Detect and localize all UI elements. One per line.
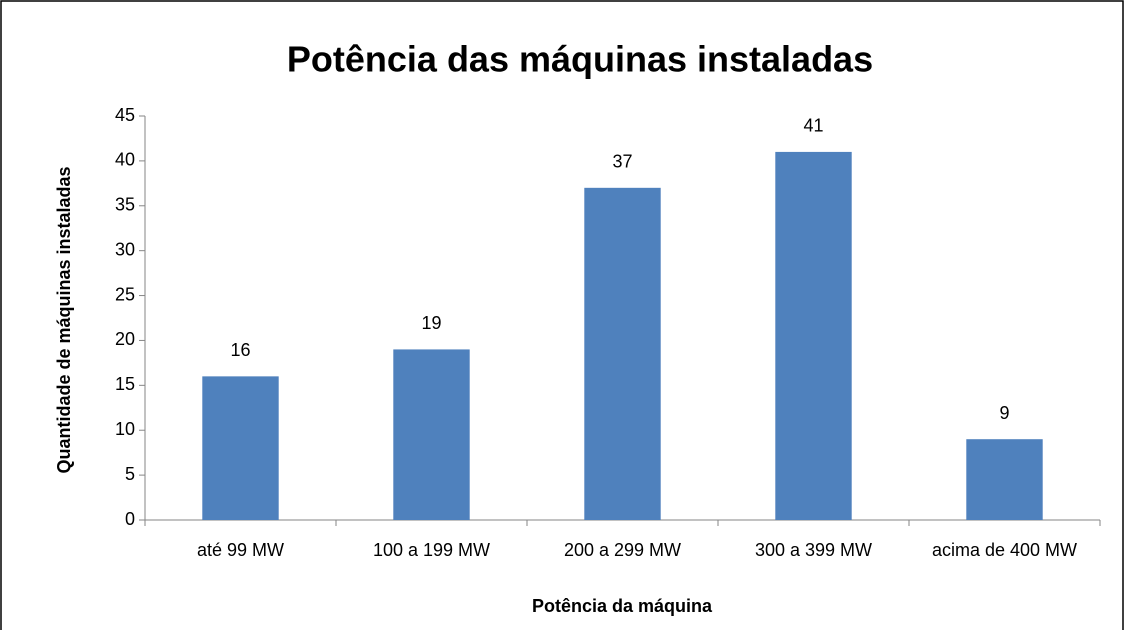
y-tick-label: 15 <box>115 374 135 394</box>
x-tick-label: até 99 MW <box>196 540 285 560</box>
bar <box>202 376 279 520</box>
y-tick-label: 5 <box>125 464 135 484</box>
x-tick-label: 100 a 199 MW <box>372 540 491 560</box>
data-label: 37 <box>612 152 632 172</box>
y-tick-label: 45 <box>115 105 135 125</box>
x-tick-label: 200 a 299 MW <box>563 540 682 560</box>
x-tick-label: acima de 400 MW <box>931 540 1078 560</box>
y-tick-label: 30 <box>115 239 135 259</box>
y-axis-label: Quantidade de máquinas instaladas <box>54 166 74 473</box>
data-label: 19 <box>421 313 441 333</box>
y-tick-label: 25 <box>115 284 135 304</box>
data-label: 16 <box>230 340 250 360</box>
y-tick-label: 0 <box>125 509 135 529</box>
chart-title: Potência das máquinas instaladas <box>287 39 873 80</box>
y-tick-label: 35 <box>115 195 135 215</box>
bar <box>775 151 852 520</box>
y-tick-label: 10 <box>115 419 135 439</box>
bar <box>584 187 661 521</box>
x-tick-label: 300 a 399 MW <box>754 540 873 560</box>
data-label: 41 <box>803 116 823 136</box>
bar <box>393 349 470 520</box>
bar <box>966 439 1043 520</box>
x-axis-label: Potência da máquina <box>532 596 713 616</box>
y-tick-label: 20 <box>115 329 135 349</box>
data-label: 9 <box>999 403 1009 423</box>
y-tick-label: 40 <box>115 150 135 170</box>
